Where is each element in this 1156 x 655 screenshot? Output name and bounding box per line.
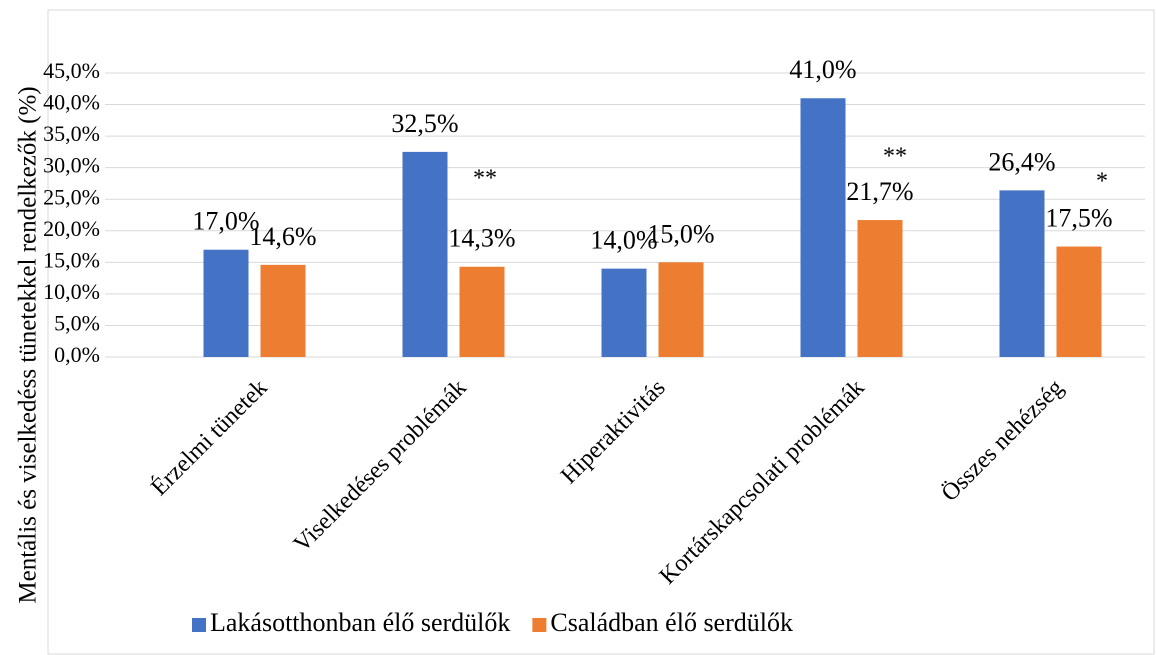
bar [857,220,903,357]
y-tick-label: 5,0% [54,310,100,335]
legend-label: Családban élő serdülők [550,608,793,637]
value-label: 21,7% [846,177,913,206]
value-label: 26,4% [988,147,1055,176]
annotation: ** [883,144,907,170]
value-label: 32,5% [391,109,458,138]
annotation: * [1096,169,1108,195]
value-label: 17,0% [192,207,259,236]
value-label: 41,0% [789,55,856,84]
value-label: 15,0% [647,219,714,248]
legend-label: Lakásotthonban élő serdülők [210,608,510,637]
value-label: 14,3% [448,224,515,253]
bar [658,262,704,357]
y-tick-label: 35,0% [43,121,100,146]
x-tick-label: Hiperaktivitás [556,375,671,490]
y-tick-label: 0,0% [54,342,100,367]
legend-swatch [192,618,206,632]
y-axis-label: Mentális és viselkedéss tünetekkel rende… [15,86,42,603]
bar [203,249,249,357]
annotation: ** [473,166,497,192]
y-tick-label: 15,0% [43,247,100,272]
x-tick-label: Kortárskapcsolati problémák [655,375,870,590]
x-tick-label: Viselkedéses problémák [289,375,472,558]
y-tick-label: 40,0% [43,90,100,115]
bar [800,98,846,357]
bar [459,266,505,357]
y-tick-label: 45,0% [43,58,100,83]
bar [999,190,1045,357]
bar [601,268,647,357]
x-tick-label: Összes nehézség [937,375,1069,507]
bar [402,151,448,357]
bar [1056,246,1102,357]
y-tick-label: 30,0% [43,153,100,178]
value-label: 14,0% [590,226,657,255]
y-tick-label: 25,0% [43,184,100,209]
chart-frame [47,9,1155,655]
value-label: 14,6% [249,222,316,251]
bar [260,264,306,357]
value-label: 17,5% [1045,204,1112,233]
y-tick-label: 20,0% [43,216,100,241]
x-tick-label: Érzelmi tünetek [146,375,272,501]
legend-swatch [532,618,547,632]
y-tick-label: 10,0% [43,279,100,304]
